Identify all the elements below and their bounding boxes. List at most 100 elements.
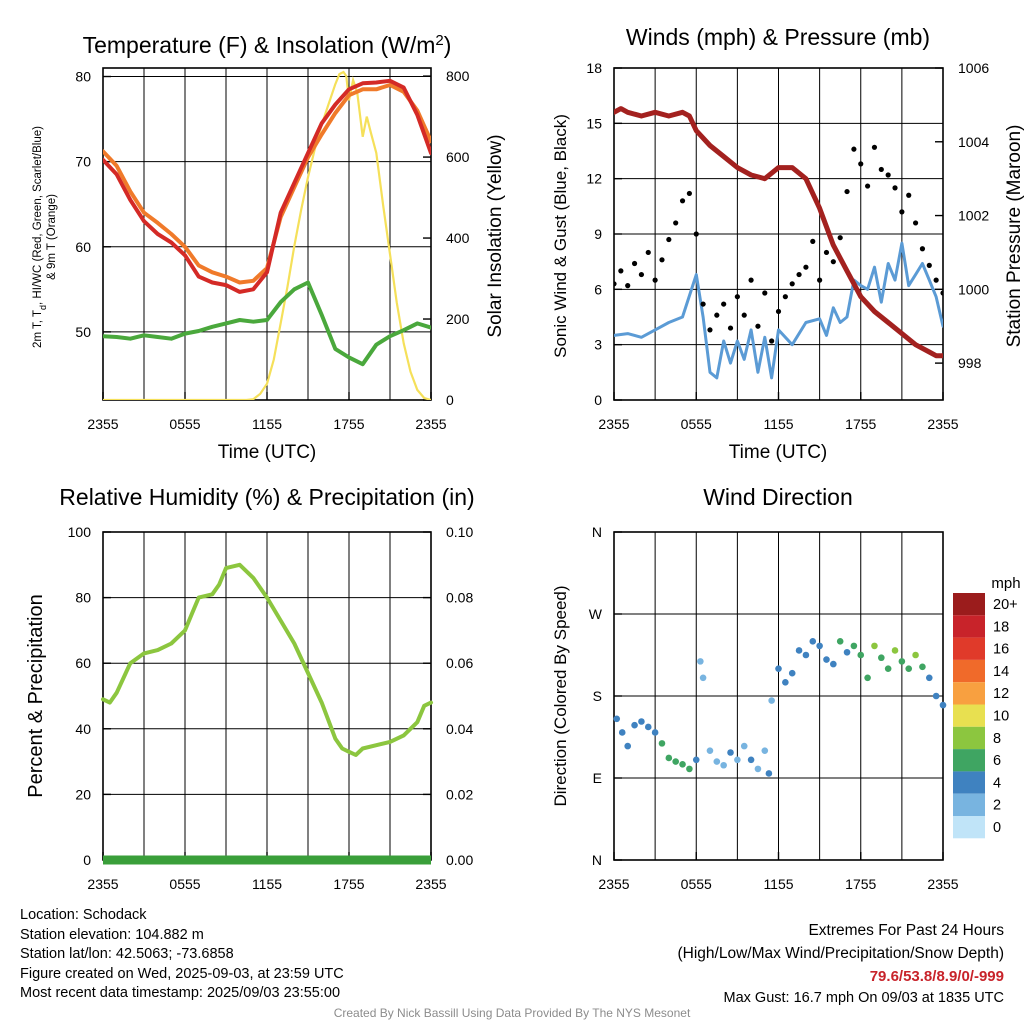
- gust-point: [762, 290, 768, 296]
- y-tick-label-right: 400: [446, 230, 470, 246]
- gust-point: [614, 281, 617, 287]
- rh-ylabel: Percent & Precipitation: [25, 594, 47, 797]
- temp-ylabel-right: Solar Insolation (Yellow): [485, 134, 506, 337]
- colorbar: 20+ 18 16 14 12 10 8 6 4 2 0: [953, 593, 1018, 839]
- x-tick-label: 2355: [927, 416, 958, 432]
- colorbar-swatch: [953, 704, 985, 727]
- extremes-values: 79.6/53.8/8.9/0/-999: [869, 968, 1004, 985]
- wdir-point: [651, 729, 659, 736]
- wdir-point: [864, 674, 871, 682]
- gust-point: [885, 172, 891, 178]
- credit-text: Created By Nick Bassill Using Data Provi…: [333, 1006, 691, 1020]
- y-tick-label: 18: [586, 60, 602, 76]
- y-tick-label: 80: [75, 590, 91, 606]
- wdir-point: [809, 638, 817, 645]
- location-text: Location: Schodack: [20, 907, 147, 923]
- gust-point: [707, 327, 713, 333]
- x-tick-label: 2355: [927, 876, 958, 892]
- gust-point: [645, 249, 651, 256]
- colorbar-swatch: [953, 816, 985, 839]
- x-tick-label: 0555: [169, 416, 200, 432]
- gust-point: [734, 294, 740, 300]
- station-info: Location: Schodack Station elevation: 10…: [20, 906, 344, 1004]
- winds-chart: 2355 0555 1155 1755 2355 0 3 6 9 12 15 18 998 1000 100…: [586, 60, 989, 432]
- y-tick-label-right: 600: [446, 149, 470, 165]
- x-tick-label: 0555: [681, 416, 712, 432]
- wdir-point: [905, 665, 913, 672]
- gust-point: [775, 308, 782, 315]
- colorbar-swatch: [953, 771, 985, 794]
- wdir-point: [891, 647, 899, 654]
- winds-ylabel: Sonic Wind & Gust (Blue, Black): [551, 114, 570, 358]
- y-tick-label-right: 0: [446, 392, 454, 408]
- wdir-point: [754, 765, 762, 773]
- x-tick-label: 2355: [87, 416, 118, 432]
- wdir-point: [898, 658, 906, 665]
- gust-point: [803, 264, 809, 270]
- wdir-point: [638, 718, 645, 725]
- gust-point: [933, 277, 939, 283]
- y-tick-label-right: 0.06: [446, 655, 473, 671]
- gust-point: [755, 323, 761, 329]
- wdir-ylabel: Direction (Colored By Speed): [551, 585, 570, 806]
- temp-xlabel: Time (UTC): [218, 442, 317, 463]
- temp-2m-line: [103, 78, 431, 294]
- colorbar-label: 2: [993, 798, 1001, 814]
- gust-point: [830, 259, 836, 265]
- extremes-subtitle: (High/Low/Max Wind/Precipitation/Snow De…: [677, 945, 1005, 962]
- gust-point: [810, 238, 816, 244]
- latlon-text: Station lat/lon: 42.5063; -73.6858: [20, 946, 234, 962]
- y-tick-label: 60: [75, 239, 91, 255]
- wdir-point: [782, 679, 789, 686]
- wdir-point: [665, 754, 673, 762]
- wdir-point: [679, 761, 686, 768]
- gust-point: [851, 146, 857, 152]
- gust-point: [912, 220, 919, 226]
- winds-xlabel: Time (UTC): [729, 442, 828, 463]
- colorbar-label: 16: [993, 642, 1009, 658]
- gust-point: [782, 294, 788, 300]
- y-tick-label-right: 1006: [958, 60, 989, 76]
- wdir-point: [713, 758, 721, 765]
- y-tick-label-right: 1002: [958, 208, 989, 224]
- wdir-point: [884, 665, 892, 672]
- x-tick-label: 2355: [598, 416, 629, 432]
- y-tick-label: 6: [594, 281, 602, 297]
- y-tick-label: 40: [75, 721, 91, 737]
- wdir-point: [734, 756, 741, 764]
- x-tick-label: 1755: [845, 416, 876, 432]
- colorbar-swatch: [953, 615, 985, 638]
- winds-ylabel-right: Station Pressure (Maroon): [1004, 125, 1024, 348]
- x-tick-label: 1155: [252, 876, 282, 892]
- colorbar-label: 18: [993, 619, 1009, 635]
- wdir-point: [740, 742, 748, 750]
- gust-point: [727, 325, 734, 331]
- gust-point: [652, 277, 658, 283]
- colorbar-swatch: [953, 793, 985, 816]
- winds-series: [614, 106, 943, 380]
- y-tick-label: N: [592, 524, 602, 540]
- y-tick-label-right: 1004: [958, 134, 989, 150]
- colorbar-swatch: [953, 659, 985, 683]
- gust-point: [686, 190, 692, 197]
- wdir-point: [802, 651, 810, 659]
- y-tick-label: N: [592, 852, 602, 868]
- wind-line: [614, 241, 943, 380]
- colorbar-label: 0: [993, 820, 1001, 836]
- figure-canvas: Temperature (F) & Insolation (W/m2) Time…: [25, 24, 1024, 892]
- wdir-point: [686, 765, 693, 773]
- y-tick-label-right: 0.08: [446, 590, 473, 606]
- x-tick-label: 0555: [169, 876, 200, 892]
- wdir-chart-title: Wind Direction: [703, 484, 853, 510]
- x-tick-label: 2355: [598, 876, 629, 892]
- y-tick-label: 70: [75, 154, 91, 170]
- wdir-point: [925, 674, 933, 682]
- rh-chart: 2355 0555 1155 1755 2355 0 20 40 60 80 100 0.00 0.02…: [68, 524, 474, 892]
- colorbar-swatch: [953, 593, 985, 616]
- gust-point: [618, 268, 624, 274]
- x-tick-label: 0555: [681, 876, 712, 892]
- gust-point: [769, 338, 775, 344]
- wdir-point: [768, 697, 775, 704]
- wdir-point: [613, 715, 621, 723]
- gust-point: [919, 246, 926, 252]
